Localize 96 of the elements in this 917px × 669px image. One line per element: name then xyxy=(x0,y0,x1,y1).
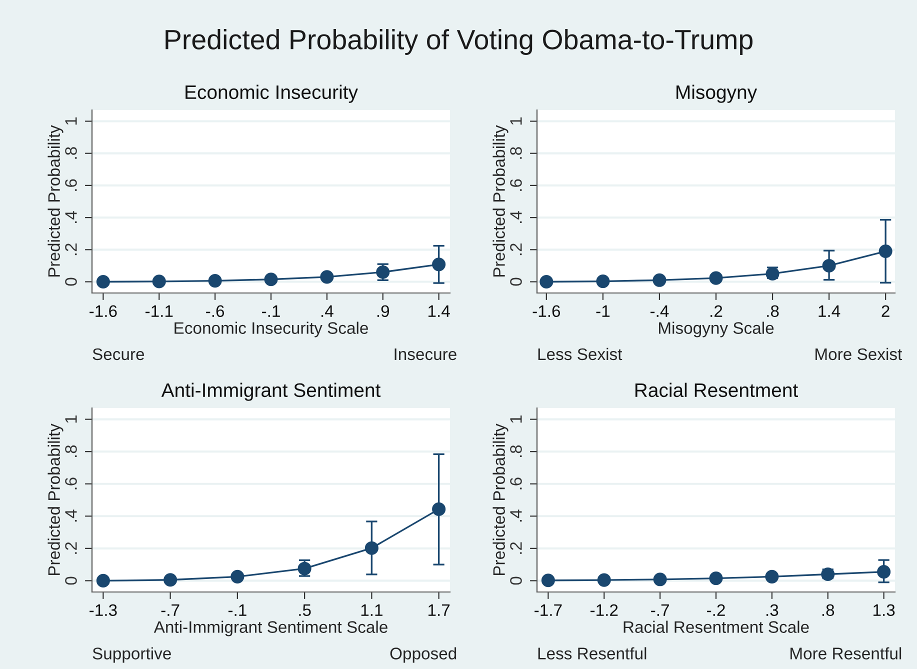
x-tick-label: 1.4 xyxy=(428,305,450,317)
y-tick-label: 1 xyxy=(510,415,522,423)
x-tick-label: -.4 xyxy=(650,305,669,317)
x-axis-title: Racial Resentment Scale xyxy=(624,620,809,633)
y-tick-label: .4 xyxy=(65,211,77,223)
y-axis-title: Predicted Probability xyxy=(48,424,64,576)
y-tick-label: .6 xyxy=(65,179,77,191)
point xyxy=(596,274,610,288)
x-axis-title: Economic Insecurity Scale xyxy=(174,322,368,338)
x-tick-label: .8 xyxy=(822,604,834,616)
y-tick-label: .8 xyxy=(65,147,77,159)
point xyxy=(432,502,446,516)
point xyxy=(540,274,554,289)
point xyxy=(653,572,667,586)
y-tick-label: .2 xyxy=(65,244,77,256)
chart-title: Anti-Immigrant Sentiment xyxy=(161,382,381,401)
text: Insecure xyxy=(394,348,456,360)
point xyxy=(364,541,378,555)
chart-title: Racial Resentment xyxy=(635,382,798,398)
y-tick-label: 0 xyxy=(65,576,77,585)
x-tick-label: .9 xyxy=(377,305,390,318)
y-tick-label: .2 xyxy=(65,542,77,554)
x-tick-label: -1.2 xyxy=(590,604,618,616)
x-tick-label: 2 xyxy=(882,305,890,317)
x-tick-label: .4 xyxy=(322,305,334,317)
point xyxy=(878,244,892,258)
y-tick-label: .2 xyxy=(510,244,522,256)
y-axis-title: Predicted Probability xyxy=(48,125,64,277)
y-axis-title: Predicted Probability xyxy=(492,424,508,576)
x-tick-label: -.7 xyxy=(651,604,669,616)
x-tick-label: .5 xyxy=(299,604,311,616)
y-tick-label: 0 xyxy=(510,576,522,585)
y-tick-label: 1 xyxy=(65,117,77,125)
point xyxy=(264,272,278,286)
x-tick-label: .8 xyxy=(767,305,779,318)
point xyxy=(652,273,666,287)
x-tick-label: -.2 xyxy=(707,604,725,616)
text: Secure xyxy=(92,348,144,360)
x-tick-label: 1.3 xyxy=(874,604,895,616)
point xyxy=(152,274,166,288)
x-axis-title: Anti-Immigrant Sentiment Scale xyxy=(154,620,388,636)
y-tick-label: .8 xyxy=(510,445,522,458)
point xyxy=(822,258,836,272)
text: Predicted Probability of Voting Obama-to-Trump xyxy=(166,29,752,55)
x-tick-label: .3 xyxy=(766,604,778,616)
point xyxy=(432,258,446,272)
chart-title: Economic Insecurity xyxy=(186,84,358,103)
point xyxy=(765,570,779,584)
y-tick-label: 0 xyxy=(65,278,77,286)
y-tick-label: .4 xyxy=(510,211,522,223)
point xyxy=(877,565,891,579)
y-tick-label: .6 xyxy=(510,478,522,490)
y-tick-label: .8 xyxy=(510,147,522,159)
point xyxy=(96,274,110,289)
x-tick-label: 1.1 xyxy=(361,604,382,616)
y-tick-label: .6 xyxy=(510,179,522,191)
x-tick-label: .2 xyxy=(710,305,722,317)
x-tick-label: -1.1 xyxy=(146,305,173,317)
x-tick-label: -1.3 xyxy=(90,604,117,616)
y-tick-label: 1 xyxy=(65,415,77,423)
x-tick-label: -1 xyxy=(596,305,610,317)
text: Less Sexist xyxy=(538,348,622,360)
x-tick-label: -1.7 xyxy=(534,604,562,616)
y-tick-label: .4 xyxy=(510,510,522,522)
point xyxy=(709,271,723,285)
x-tick-label: -1.6 xyxy=(90,305,117,318)
point xyxy=(597,573,611,587)
text: Supportive xyxy=(92,647,171,663)
text: Less Resentful xyxy=(538,647,646,660)
point xyxy=(541,574,555,588)
y-tick-label: 0 xyxy=(510,278,522,286)
point xyxy=(230,570,244,584)
x-tick-label: -.7 xyxy=(161,604,180,616)
point xyxy=(298,562,312,576)
text: More Resentful xyxy=(790,647,902,660)
point xyxy=(96,574,110,588)
x-tick-label: 1.7 xyxy=(428,604,450,616)
y-tick-label: .4 xyxy=(65,510,77,522)
point xyxy=(208,274,222,288)
x-tick-label: -1.6 xyxy=(532,305,560,318)
point xyxy=(164,573,178,587)
x-tick-label: -.1 xyxy=(228,604,246,616)
y-tick-label: 1 xyxy=(510,117,522,125)
text: Opposed xyxy=(390,647,456,663)
y-tick-label: .8 xyxy=(65,445,77,458)
x-tick-label: -.6 xyxy=(206,305,224,318)
chart-title: Misogyny xyxy=(676,84,758,103)
point xyxy=(709,572,723,586)
text: More Sexist xyxy=(816,348,902,360)
x-tick-label: 1.4 xyxy=(818,305,840,317)
x-axis-title: Misogyny Scale xyxy=(659,322,774,338)
y-tick-label: .2 xyxy=(510,542,522,554)
point xyxy=(320,270,334,284)
y-axis-title: Predicted Probability xyxy=(492,125,508,277)
x-tick-label: -.1 xyxy=(262,305,280,317)
y-tick-label: .6 xyxy=(65,478,77,490)
